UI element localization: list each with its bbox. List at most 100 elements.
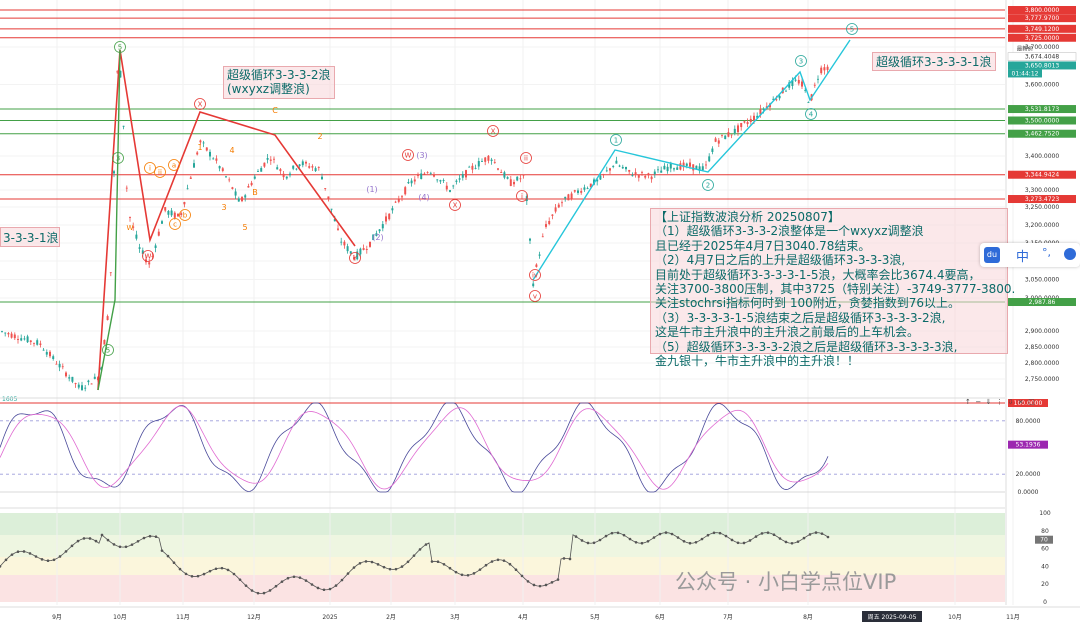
sentiment-dot-86 <box>256 591 260 595</box>
sentiment-dot-60 <box>178 567 182 571</box>
candle-body-37 <box>119 70 122 78</box>
candle-body-79 <box>253 176 256 179</box>
sentiment-dot-66 <box>196 574 200 578</box>
candle-body-71 <box>228 179 231 181</box>
candle-body-51 <box>164 207 167 211</box>
sentiment-dot-190 <box>568 557 572 561</box>
candle-body-213 <box>682 162 685 168</box>
sentiment-dot-246 <box>736 541 740 545</box>
analysis-note: 【上证指数波浪分析 20250807】 （1）超级循环3-3-3-2浪整体是一个… <box>650 208 1015 368</box>
candle-body-219 <box>701 166 704 171</box>
candle-body-113 <box>362 248 365 250</box>
osc-tick-3: 20.0000 <box>1016 471 1041 478</box>
floating-input-widget[interactable]: du 中 °, <box>980 243 1080 267</box>
sentiment-dot-34 <box>100 533 104 537</box>
sentiment-dot-108 <box>322 588 326 592</box>
more-icon[interactable]: ⋮ <box>995 398 1003 406</box>
y-tick-9: 3,050.0000 <box>1025 277 1060 284</box>
wave-label-p1: (1) <box>366 185 377 194</box>
wave-label-W2: W <box>405 152 412 160</box>
move-down-icon[interactable]: ⇓ <box>985 398 992 406</box>
candle-body-205 <box>657 169 659 171</box>
candle-body-248 <box>794 79 797 81</box>
countdown-bg <box>1008 69 1042 78</box>
y-tick-6: 3,200.0000 <box>1025 222 1060 229</box>
close-icon[interactable]: × <box>1017 398 1024 406</box>
price-tag-8: 3,462.7520 <box>1025 131 1060 138</box>
pane-toolbar: ↑ − ⇓ ⋮ ⇩ × □ <box>965 398 1035 406</box>
candle-body-228 <box>730 134 733 136</box>
maximize-icon[interactable]: □ <box>1028 398 1035 406</box>
sentiment-dot-36 <box>106 538 110 542</box>
sent-tick-5: 0 <box>1043 599 1047 606</box>
candle-body-189 <box>605 170 608 172</box>
sentiment-dot-124 <box>370 560 374 564</box>
sentiment-dot-210 <box>628 537 632 541</box>
candle-body-63 <box>202 142 205 144</box>
candle-body-155 <box>497 168 499 170</box>
price-tag-0: 3,800.0000 <box>1025 7 1060 14</box>
user-icon[interactable] <box>1064 248 1076 260</box>
candle-body-245 <box>785 90 787 92</box>
candle-body-60 <box>193 163 195 168</box>
price-tag-bg-10 <box>1008 195 1076 204</box>
candle-body-156 <box>500 171 503 173</box>
candle-body-221 <box>708 156 711 162</box>
stoch-k-line <box>0 402 829 493</box>
wave-label-d4: 4 <box>229 146 234 155</box>
candle-body-216 <box>692 164 695 171</box>
wave-label-1-ring <box>610 134 622 146</box>
language-toggle[interactable]: 中 <box>1016 250 1030 265</box>
candle-body-171 <box>548 221 551 225</box>
sentiment-dot-228 <box>682 539 686 543</box>
sent-tick-1: 80 <box>1041 528 1049 535</box>
candle-body-204 <box>653 171 656 175</box>
du-logo-icon[interactable]: du <box>984 247 1000 263</box>
candle-body-31 <box>100 367 103 370</box>
candle-body-8 <box>26 336 29 343</box>
candle-body-67 <box>215 158 218 161</box>
x-tick-6: 3月 <box>450 614 460 621</box>
candle-body-145 <box>465 170 467 178</box>
minimize-icon[interactable]: − <box>975 398 982 406</box>
candle-body-217 <box>695 165 698 170</box>
wave-label-Y-ring <box>349 252 361 264</box>
candle-body-9 <box>29 340 32 343</box>
candle-body-112 <box>359 248 362 255</box>
candle-body-18 <box>58 363 61 368</box>
collapse-icon[interactable]: ⇩ <box>1007 398 1014 406</box>
wave-label-3: 3 <box>799 58 803 66</box>
candle-body-174 <box>557 204 560 208</box>
candle-body-15 <box>49 351 51 357</box>
candle-body-199 <box>637 175 640 178</box>
candle-body-203 <box>650 176 653 180</box>
sentiment-dot-136 <box>406 560 410 564</box>
x-tick-13: 11月 <box>1006 614 1020 621</box>
candle-body-111 <box>356 251 359 260</box>
wave-label-5-top-ring <box>114 41 126 53</box>
candle-body-256 <box>820 67 823 74</box>
candle-body-38 <box>122 125 125 127</box>
candle-body-41 <box>132 226 135 228</box>
candle-body-127 <box>407 182 410 184</box>
move-up-icon[interactable]: ↑ <box>965 398 971 406</box>
osc-tick-4: 0.0000 <box>1018 489 1039 496</box>
candle-body-109 <box>349 251 352 254</box>
candle-body-25 <box>81 385 83 390</box>
wave-label-X2: X <box>453 202 458 210</box>
candle-body-136 <box>436 179 439 181</box>
candle-body-134 <box>429 172 432 174</box>
sentiment-dot-80 <box>238 578 242 581</box>
candle-body-46 <box>148 262 151 265</box>
sentiment-dot-14 <box>40 558 44 561</box>
sentiment-dot-18 <box>52 558 56 562</box>
punctuation-toggle[interactable]: °, <box>1042 246 1051 259</box>
price-tag-10: 3,273.4723 <box>1025 196 1060 203</box>
sentiment-dot-160 <box>478 568 482 571</box>
wave-label-i: i <box>521 193 523 201</box>
sentiment-dot-172 <box>514 568 518 572</box>
candle-body-200 <box>641 172 643 174</box>
sentiment-dot-70 <box>208 569 212 573</box>
candle-body-11 <box>36 340 39 345</box>
